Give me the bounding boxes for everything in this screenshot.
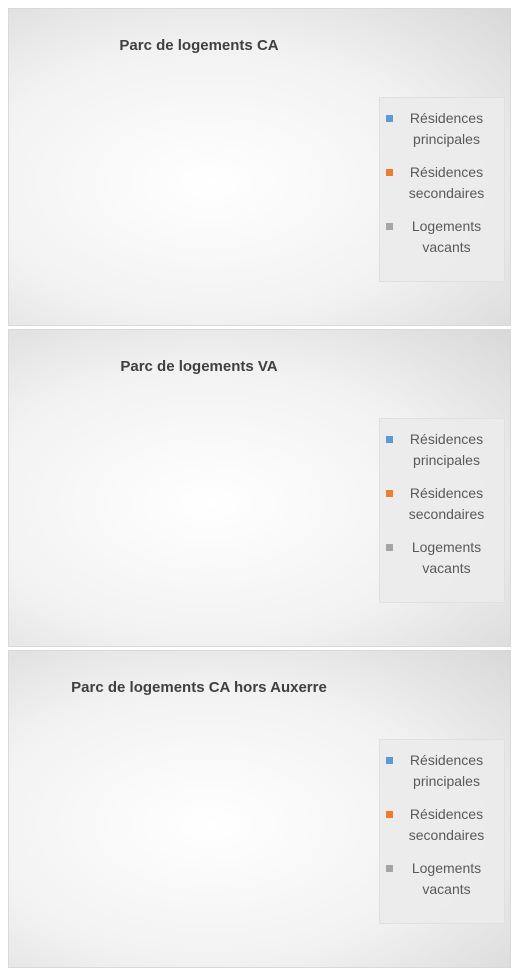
- legend-swatch: [386, 544, 393, 551]
- chart-panel: Parc de logements CA hors Auxerre89%4%7%…: [8, 650, 511, 968]
- legend-label: Résidences principales: [409, 752, 484, 789]
- legend: Résidences principales Résidences seconda…: [379, 418, 505, 603]
- legend-entry: Logements vacants: [386, 216, 498, 258]
- legend-swatch: [386, 865, 393, 872]
- chart-title: Parc de logements CA: [119, 37, 279, 54]
- legend-label: Résidences principales: [409, 431, 484, 468]
- legend-entry: Logements vacants: [386, 537, 498, 579]
- chart-panel: Parc de logements VA86%3%11%Résidences p…: [8, 329, 511, 647]
- legend-label: Résidences secondaires: [408, 164, 485, 201]
- legend-label: Logements vacants: [411, 860, 482, 897]
- legend-entry: Résidences principales: [386, 429, 498, 471]
- legend-swatch: [386, 490, 393, 497]
- legend-entry: Résidences secondaires: [386, 483, 498, 525]
- legend-entry: Logements vacants: [386, 858, 498, 900]
- legend-swatch: [386, 169, 393, 176]
- legend-label: Logements vacants: [411, 218, 482, 255]
- chart-title: Parc de logements VA: [120, 358, 278, 375]
- chart-title: Parc de logements CA hors Auxerre: [71, 679, 327, 696]
- legend-entry: Résidences secondaires: [386, 162, 498, 204]
- legend-swatch: [386, 811, 393, 818]
- legend: Résidences principales Résidences seconda…: [379, 97, 505, 282]
- legend-label: Résidences secondaires: [408, 806, 485, 843]
- legend-swatch: [386, 757, 393, 764]
- legend-label: Résidences principales: [409, 110, 484, 147]
- donut-chart: 89%4%7%: [9, 651, 379, 967]
- legend-label: Résidences secondaires: [408, 485, 485, 522]
- legend: Résidences principales Résidences seconda…: [379, 739, 505, 924]
- legend-label: Logements vacants: [411, 539, 482, 576]
- legend-swatch: [386, 436, 393, 443]
- chart-panel: Parc de logements CA87%3%10%Résidences p…: [8, 8, 511, 326]
- donut-chart: 87%3%10%: [9, 9, 379, 325]
- legend-swatch: [386, 115, 393, 122]
- legend-entry: Résidences secondaires: [386, 804, 498, 846]
- legend-entry: Résidences principales: [386, 108, 498, 150]
- legend-swatch: [386, 223, 393, 230]
- donut-chart: 86%3%11%: [9, 330, 379, 646]
- legend-entry: Résidences principales: [386, 750, 498, 792]
